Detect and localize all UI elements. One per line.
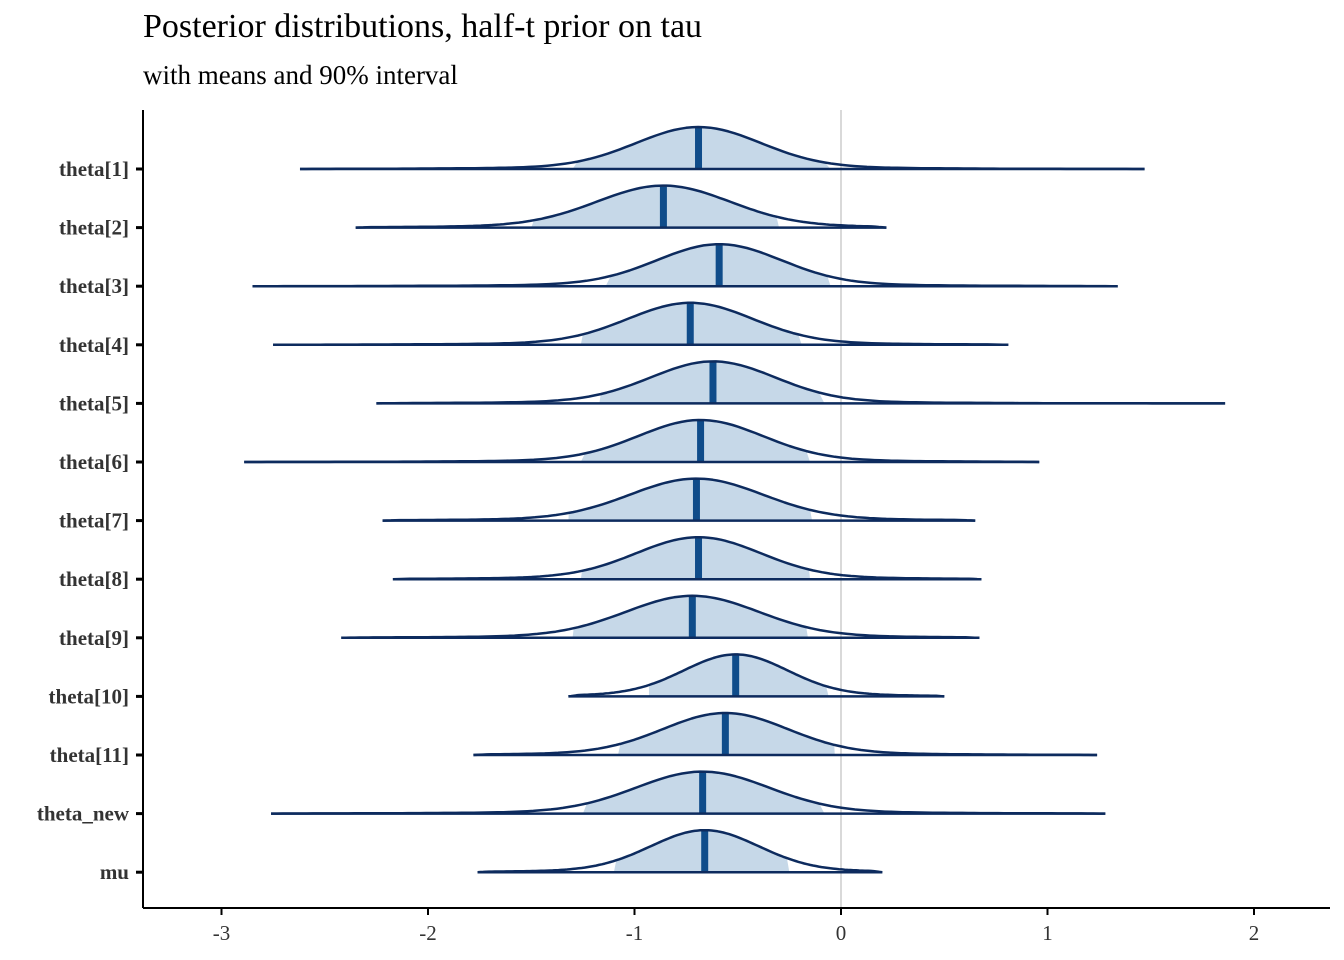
y-tick-label: theta[6]	[59, 450, 129, 474]
density-curve-theta[10]	[568, 653, 945, 698]
y-tick-label: theta[8]	[59, 567, 129, 591]
ridge-theta_new	[271, 770, 1106, 815]
ridge-theta[10]	[568, 653, 945, 698]
y-tick-label: theta[11]	[50, 743, 129, 767]
y-tick-label: theta[3]	[59, 274, 129, 298]
y-tick-label: theta_new	[37, 802, 130, 826]
interval-area-theta[2]	[531, 185, 780, 228]
ridge-theta[3]	[252, 242, 1118, 288]
ridge-theta[8]	[392, 535, 982, 581]
x-tick-label: 1	[1042, 921, 1053, 945]
y-tick-label: theta[2]	[59, 216, 129, 240]
ridge-theta[7]	[382, 477, 976, 522]
chart-subtitle: with means and 90% interval	[143, 60, 458, 90]
x-tick-label: -2	[419, 921, 437, 945]
y-tick-label: mu	[100, 860, 129, 884]
y-tick-label: theta[4]	[59, 333, 129, 357]
ridge-theta[5]	[376, 360, 1226, 405]
ridge-theta[2]	[355, 184, 887, 229]
x-tick-label: 2	[1249, 921, 1260, 945]
y-tick-label: theta[1]	[59, 157, 129, 181]
interval-area-theta[6]	[580, 420, 811, 462]
ridges-group	[244, 125, 1226, 874]
y-tick-label: theta[10]	[49, 684, 129, 708]
ridge-mu	[477, 828, 883, 874]
ridge-theta[6]	[244, 418, 1040, 464]
ridge-theta[9]	[341, 594, 980, 640]
chart-title: Posterior distributions, half-t prior on…	[143, 8, 703, 45]
density-curve-mu	[477, 828, 883, 874]
x-tick-label: -3	[213, 921, 231, 945]
x-tick-label: -1	[626, 921, 644, 945]
x-axis-ticks: -3 -2 -1 0 1 2	[213, 908, 1260, 945]
ridge-theta[1]	[299, 125, 1145, 171]
x-tick-label: 0	[836, 921, 847, 945]
y-tick-label: theta[5]	[59, 391, 129, 415]
ridge-theta[11]	[473, 711, 1098, 757]
y-axis-ticks: theta[1] theta[2] theta[3] theta[4] theta[5]…	[37, 157, 143, 884]
ridge-theta[4]	[273, 301, 1009, 347]
y-tick-label: theta[9]	[59, 626, 129, 650]
y-tick-label: theta[7]	[59, 509, 129, 533]
interval-area-theta[7]	[568, 478, 813, 521]
